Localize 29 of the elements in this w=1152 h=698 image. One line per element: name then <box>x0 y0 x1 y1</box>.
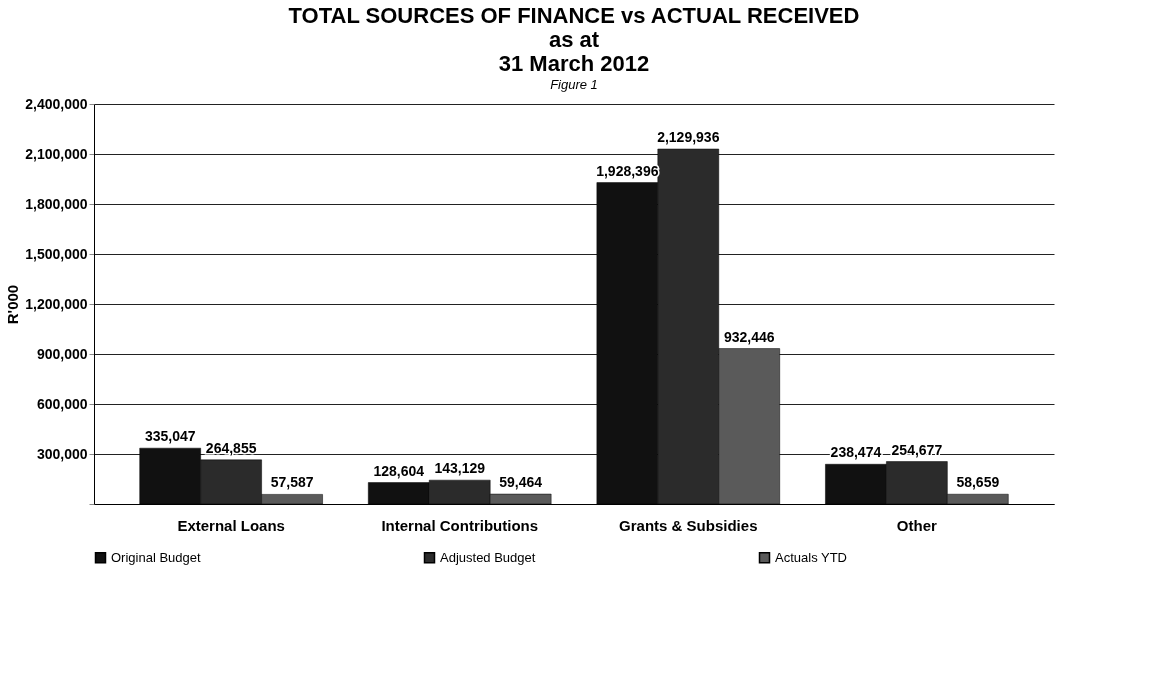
y-tick-label: 1,800,000 <box>25 195 88 212</box>
data-label: 254,677 <box>891 441 943 458</box>
chart-title: TOTAL SOURCES OF FINANCE vs ACTUAL RECEIVED as at 31 March 2012 <box>288 3 860 76</box>
y-axis-title: R'000 <box>4 284 22 325</box>
legend-label: Actuals YTD <box>775 549 848 565</box>
data-label: 2,129,936 <box>657 129 720 146</box>
data-label: 58,659 <box>956 474 1000 491</box>
data-label: 1,928,396 <box>596 162 659 179</box>
data-label: 57,587 <box>270 474 314 491</box>
y-tick-label: 300,000 <box>36 445 88 462</box>
y-tick-label: 2,100,000 <box>25 145 88 162</box>
data-label: 128,604 <box>373 462 425 479</box>
y-tick-label: 2,400,000 <box>25 95 88 112</box>
x-tick-label: Internal Contributions <box>381 516 539 534</box>
x-tick-label: External Loans <box>177 516 285 534</box>
y-tick-label: 1,500,000 <box>25 245 88 262</box>
legend-label: Original Budget <box>111 549 201 565</box>
data-label: 59,464 <box>499 474 543 491</box>
caption: Figure 1 <box>550 77 598 92</box>
data-label: 143,129 <box>434 460 486 477</box>
data-label: 335,047 <box>144 428 196 445</box>
data-label: 932,446 <box>723 328 775 345</box>
x-tick-label: Grants & Subsidies <box>619 516 758 534</box>
y-tick-label: 900,000 <box>36 345 88 362</box>
x-tick-label: Other <box>896 516 938 534</box>
legend-label: Adjusted Budget <box>440 549 536 565</box>
y-tick-label: 1,200,000 <box>25 295 88 312</box>
y-tick-label: 600,000 <box>36 395 88 412</box>
data-label: 264,855 <box>205 439 257 456</box>
